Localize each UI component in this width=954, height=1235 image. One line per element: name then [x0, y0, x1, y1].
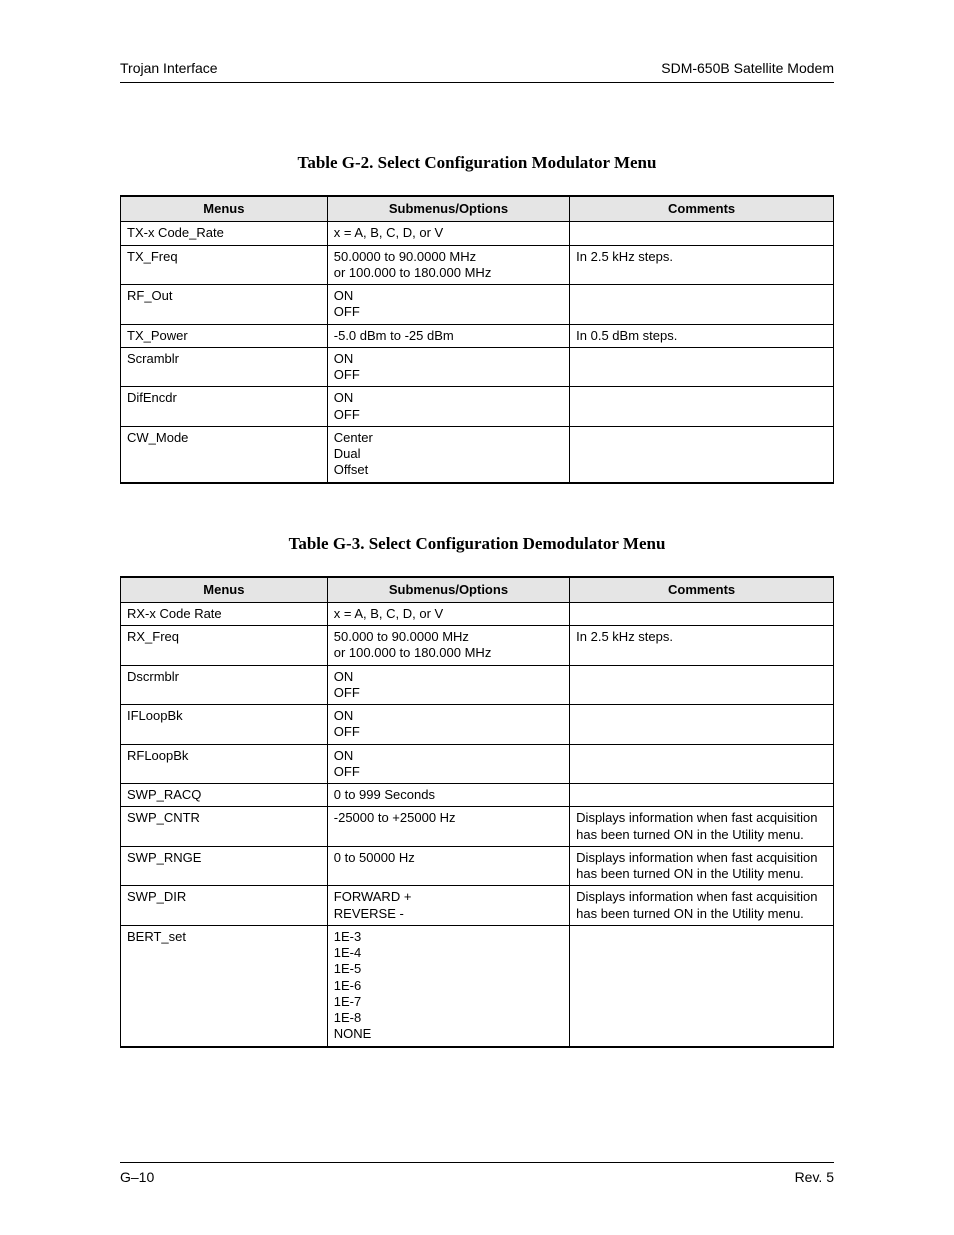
- table2-cell-submenu: -25000 to +25000 Hz: [327, 807, 569, 847]
- table2-row: RFLoopBkONOFF: [121, 744, 834, 784]
- table2-row: SWP_CNTR-25000 to +25000 HzDisplays info…: [121, 807, 834, 847]
- table2-col-menus: Menus: [121, 577, 328, 603]
- table1-cell-submenu: ONOFF: [327, 285, 569, 325]
- table2-cell-menu: SWP_RNGE: [121, 846, 328, 886]
- table1-cell-submenu: ONOFF: [327, 347, 569, 387]
- table1-row: ScramblrONOFF: [121, 347, 834, 387]
- table1-cell-submenu: ONOFF: [327, 387, 569, 427]
- table1-cell-menu: TX_Power: [121, 324, 328, 347]
- table1-row: TX-x Code_Ratex = A, B, C, D, or V: [121, 222, 834, 245]
- table1-row: CW_ModeCenterDualOffset: [121, 426, 834, 482]
- table2: Menus Submenus/Options Comments RX-x Cod…: [120, 576, 834, 1048]
- table2-cell-comment: Displays information when fast acquisiti…: [570, 807, 834, 847]
- table1-header-row: Menus Submenus/Options Comments: [121, 196, 834, 222]
- table2-cell-menu: SWP_RACQ: [121, 784, 328, 807]
- table2-cell-submenu: x = A, B, C, D, or V: [327, 602, 569, 625]
- table1: Menus Submenus/Options Comments TX-x Cod…: [120, 195, 834, 484]
- table2-row: SWP_DIRFORWARD +REVERSE -Displays inform…: [121, 886, 834, 926]
- table1-row: DifEncdrONOFF: [121, 387, 834, 427]
- table1-row: TX_Freq50.0000 to 90.0000 MHzor 100.000 …: [121, 245, 834, 285]
- table2-row: BERT_set1E-31E-41E-51E-61E-71E-8NONE: [121, 925, 834, 1046]
- table1-col-submenus: Submenus/Options: [327, 196, 569, 222]
- table2-cell-submenu: FORWARD +REVERSE -: [327, 886, 569, 926]
- table2-row: DscrmblrONOFF: [121, 665, 834, 705]
- table1-col-comments: Comments: [570, 196, 834, 222]
- table2-cell-submenu: ONOFF: [327, 705, 569, 745]
- table2-cell-comment: [570, 744, 834, 784]
- table1-title: Table G-2. Select Configuration Modulato…: [120, 153, 834, 173]
- table2-cell-menu: RX_Freq: [121, 626, 328, 666]
- table2-cell-comment: [570, 705, 834, 745]
- table1-cell-menu: TX-x Code_Rate: [121, 222, 328, 245]
- table2-cell-comment: Displays information when fast acquisiti…: [570, 846, 834, 886]
- table1-cell-menu: Scramblr: [121, 347, 328, 387]
- table2-cell-menu: RX-x Code Rate: [121, 602, 328, 625]
- page: Trojan Interface SDM-650B Satellite Mode…: [0, 0, 954, 1235]
- table2-cell-submenu: ONOFF: [327, 744, 569, 784]
- table2-cell-comment: [570, 784, 834, 807]
- table2-row: IFLoopBkONOFF: [121, 705, 834, 745]
- table1-row: RF_OutONOFF: [121, 285, 834, 325]
- table1-cell-submenu: CenterDualOffset: [327, 426, 569, 482]
- table1-cell-menu: RF_Out: [121, 285, 328, 325]
- footer-left: G–10: [120, 1169, 154, 1185]
- footer-right: Rev. 5: [795, 1169, 834, 1185]
- table1-cell-comment: In 2.5 kHz steps.: [570, 245, 834, 285]
- table1-cell-comment: [570, 222, 834, 245]
- table1-cell-comment: [570, 426, 834, 482]
- table2-header-row: Menus Submenus/Options Comments: [121, 577, 834, 603]
- table2-cell-comment: [570, 665, 834, 705]
- table1-cell-menu: CW_Mode: [121, 426, 328, 482]
- table1-cell-comment: [570, 347, 834, 387]
- table2-row: SWP_RACQ0 to 999 Seconds: [121, 784, 834, 807]
- table2-cell-menu: Dscrmblr: [121, 665, 328, 705]
- table2-cell-submenu: ONOFF: [327, 665, 569, 705]
- header-left: Trojan Interface: [120, 60, 218, 76]
- page-header: Trojan Interface SDM-650B Satellite Mode…: [120, 60, 834, 83]
- page-footer: G–10 Rev. 5: [120, 1162, 834, 1185]
- table2-row: RX-x Code Ratex = A, B, C, D, or V: [121, 602, 834, 625]
- table2-cell-comment: Displays information when fast acquisiti…: [570, 886, 834, 926]
- table2-row: SWP_RNGE0 to 50000 HzDisplays informatio…: [121, 846, 834, 886]
- table2-cell-menu: IFLoopBk: [121, 705, 328, 745]
- header-right: SDM-650B Satellite Modem: [661, 60, 834, 76]
- table2-cell-submenu: 50.000 to 90.0000 MHzor 100.000 to 180.0…: [327, 626, 569, 666]
- table1-cell-comment: [570, 285, 834, 325]
- table2-cell-menu: RFLoopBk: [121, 744, 328, 784]
- table1-cell-comment: [570, 387, 834, 427]
- table2-cell-comment: [570, 925, 834, 1046]
- table2-cell-submenu: 0 to 999 Seconds: [327, 784, 569, 807]
- table2-col-submenus: Submenus/Options: [327, 577, 569, 603]
- table1-cell-menu: DifEncdr: [121, 387, 328, 427]
- table2-cell-menu: SWP_DIR: [121, 886, 328, 926]
- table2-col-comments: Comments: [570, 577, 834, 603]
- table2-cell-submenu: 0 to 50000 Hz: [327, 846, 569, 886]
- table1-cell-menu: TX_Freq: [121, 245, 328, 285]
- table1-row: TX_Power-5.0 dBm to -25 dBmIn 0.5 dBm st…: [121, 324, 834, 347]
- table2-title: Table G-3. Select Configuration Demodula…: [120, 534, 834, 554]
- table2-cell-comment: [570, 602, 834, 625]
- table1-cell-submenu: x = A, B, C, D, or V: [327, 222, 569, 245]
- table1-cell-submenu: -5.0 dBm to -25 dBm: [327, 324, 569, 347]
- table2-cell-comment: In 2.5 kHz steps.: [570, 626, 834, 666]
- table1-cell-comment: In 0.5 dBm steps.: [570, 324, 834, 347]
- table2-cell-menu: BERT_set: [121, 925, 328, 1046]
- table1-col-menus: Menus: [121, 196, 328, 222]
- table1-cell-submenu: 50.0000 to 90.0000 MHzor 100.000 to 180.…: [327, 245, 569, 285]
- table2-cell-menu: SWP_CNTR: [121, 807, 328, 847]
- table2-row: RX_Freq50.000 to 90.0000 MHzor 100.000 t…: [121, 626, 834, 666]
- table2-cell-submenu: 1E-31E-41E-51E-61E-71E-8NONE: [327, 925, 569, 1046]
